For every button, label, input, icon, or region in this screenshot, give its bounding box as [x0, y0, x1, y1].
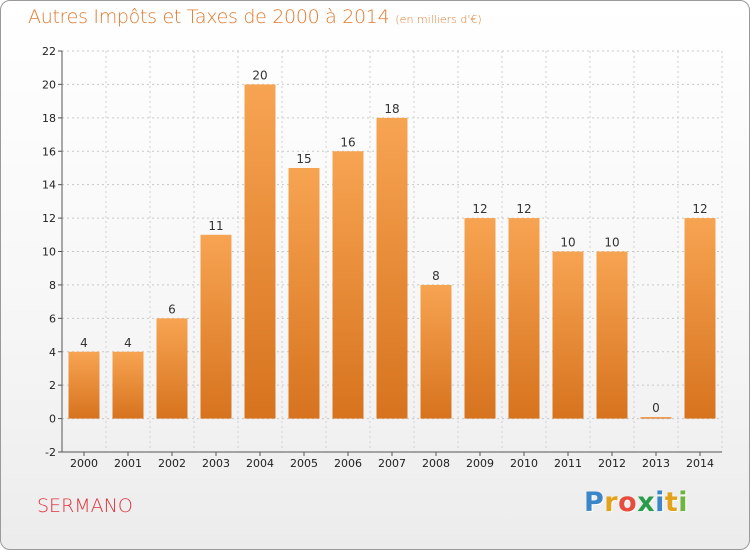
y-tick-label: 16: [42, 145, 56, 158]
bar-value-label: 16: [340, 135, 355, 149]
bar: [640, 417, 672, 419]
x-tick-label: 2014: [686, 457, 714, 470]
bar: [332, 151, 364, 419]
y-tick-label: 2: [49, 379, 56, 392]
proxiti-logo: Proxiti: [584, 487, 688, 518]
y-tick-label: 6: [49, 312, 56, 325]
bar: [156, 318, 188, 419]
x-tick-label: 2010: [510, 457, 538, 470]
bar: [596, 251, 628, 419]
bar-value-label: 20: [252, 68, 267, 82]
chart-title: Autres Impôts et Taxes de 2000 à 2014 (en…: [28, 6, 482, 28]
x-tick-label: 2011: [554, 457, 582, 470]
bar: [244, 84, 276, 419]
y-tick-label: 4: [49, 346, 56, 359]
bar: [68, 351, 100, 419]
bar: [112, 351, 144, 419]
bar-value-label: 6: [168, 302, 176, 316]
x-tick-label: 2002: [158, 457, 186, 470]
chart-title-main: Autres Impôts et Taxes de 2000 à 2014: [28, 6, 390, 28]
bar: [200, 234, 232, 419]
city-name: SERMANO: [37, 495, 133, 517]
bar-value-label: 0: [652, 401, 660, 415]
y-tick-label: 18: [42, 112, 56, 125]
bar: [376, 117, 408, 419]
x-tick-label: 2006: [334, 457, 362, 470]
y-tick-label: 0: [49, 413, 56, 426]
x-tick-label: 2004: [246, 457, 274, 470]
bar-value-label: 8: [432, 269, 440, 283]
bar-value-label: 10: [560, 236, 575, 250]
bar-value-label: 12: [516, 202, 531, 216]
logo-letter: o: [618, 487, 638, 518]
logo-letter: i: [678, 487, 689, 518]
bar: [508, 218, 540, 419]
bar-value-label: 4: [124, 336, 132, 350]
x-tick-label: 2003: [202, 457, 230, 470]
y-tick-label: 10: [42, 246, 56, 259]
x-tick-label: 2007: [378, 457, 406, 470]
logo-letter: P: [584, 487, 605, 518]
logo-letter: r: [604, 487, 619, 518]
bar: [552, 251, 584, 419]
bar-value-label: 12: [472, 202, 487, 216]
bar-value-label: 18: [384, 102, 399, 116]
x-tick-label: 2008: [422, 457, 450, 470]
bar-value-label: 10: [604, 236, 619, 250]
chart-subtitle: (en milliers d'€): [395, 13, 482, 26]
bar: [288, 167, 320, 419]
bar-value-label: 11: [208, 219, 223, 233]
logo-letter: t: [664, 487, 679, 518]
y-tick-label: 8: [49, 279, 56, 292]
logo-letter: x: [637, 487, 656, 518]
bar: [684, 218, 716, 419]
y-tick-label: 12: [42, 212, 56, 225]
x-tick-label: 2005: [290, 457, 318, 470]
y-tick-label: 22: [42, 45, 56, 58]
y-tick-label: 14: [42, 179, 56, 192]
x-tick-label: 2000: [70, 457, 98, 470]
y-tick-label: -2: [45, 446, 56, 459]
x-tick-label: 2001: [114, 457, 142, 470]
y-tick-label: 20: [42, 78, 56, 91]
x-tick-label: 2009: [466, 457, 494, 470]
bar-value-label: 4: [80, 336, 88, 350]
x-tick-label: 2012: [598, 457, 626, 470]
bar: [420, 284, 452, 419]
logo-letter: i: [655, 487, 665, 518]
bar-value-label: 15: [296, 152, 311, 166]
bar-value-label: 12: [692, 202, 707, 216]
x-tick-label: 2013: [642, 457, 670, 470]
bar: [464, 218, 496, 419]
